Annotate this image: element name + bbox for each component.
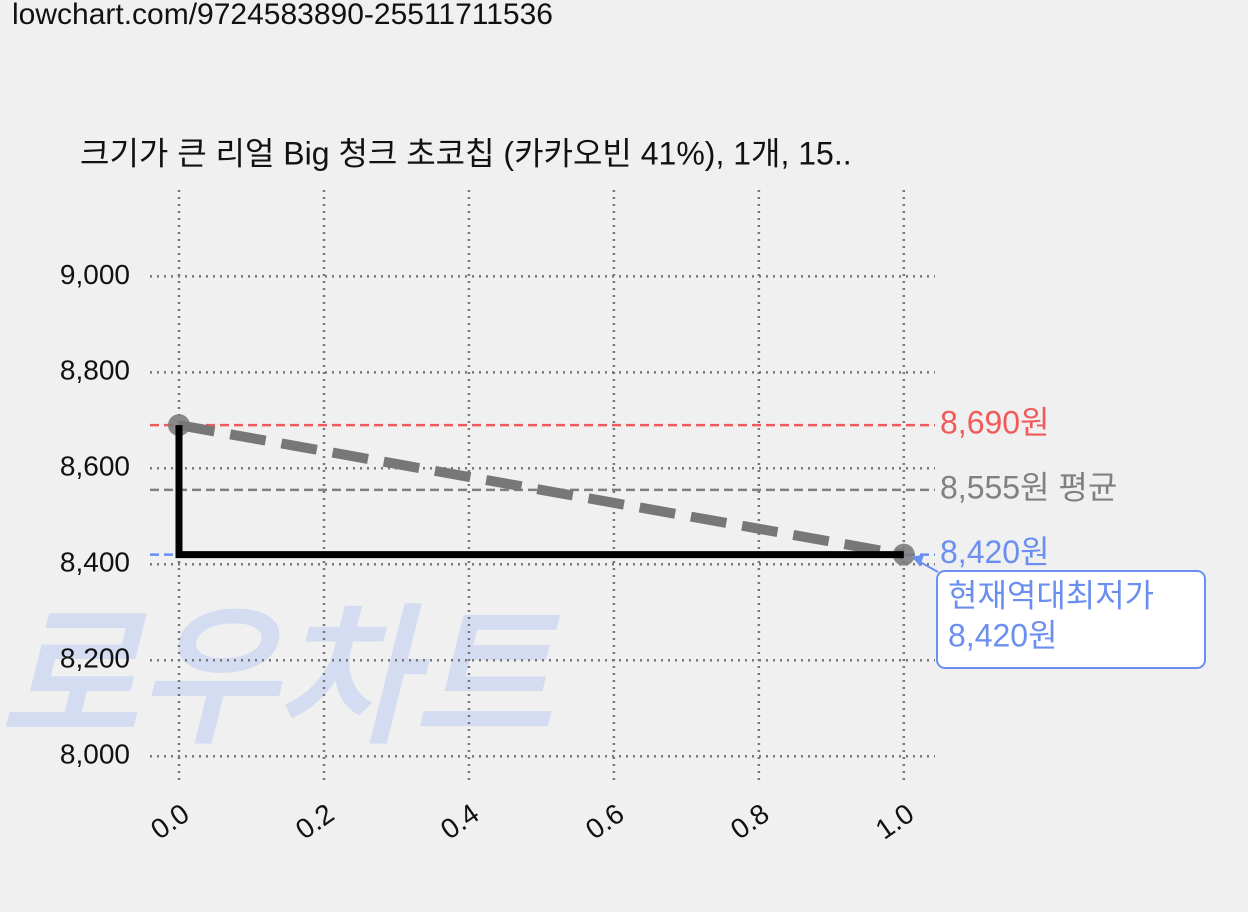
x-tick-label: 0.8 [725, 798, 775, 846]
annotation-text: 현재역대최저가 [948, 577, 1154, 613]
reference-label: 8,420원 [940, 534, 1050, 570]
y-tick-label: 8,200 [60, 643, 130, 674]
series-line [178, 420, 905, 560]
x-tick-label: 1.0 [870, 798, 920, 846]
annotation-text: 8,420원 [948, 617, 1058, 653]
reference-label: 8,555원 평균 [940, 469, 1117, 505]
y-tick-label: 8,800 [60, 355, 130, 386]
chart-title: 크기가 큰 리얼 Big 청크 초코칩 (카카오빈 41%), 1개, 15.. [80, 135, 852, 171]
x-tick-label: 0.6 [580, 798, 630, 846]
x-tick-label: 0.0 [145, 798, 195, 846]
watermark: 로우차트 [0, 594, 561, 762]
annotation-arrowhead [912, 554, 924, 567]
reference-label: 8,690원 [940, 405, 1050, 441]
series-line [175, 425, 904, 559]
x-tick-label: 0.2 [290, 798, 340, 846]
url: lowchart.com/9724583890-25511711536 [12, 0, 553, 31]
y-tick-label: 8,600 [60, 451, 130, 482]
y-tick-label: 8,000 [60, 739, 130, 770]
y-tick-label: 9,000 [60, 259, 130, 290]
y-tick-label: 8,400 [60, 547, 130, 578]
annotation-box [936, 570, 1206, 669]
x-tick-label: 0.4 [435, 798, 485, 846]
